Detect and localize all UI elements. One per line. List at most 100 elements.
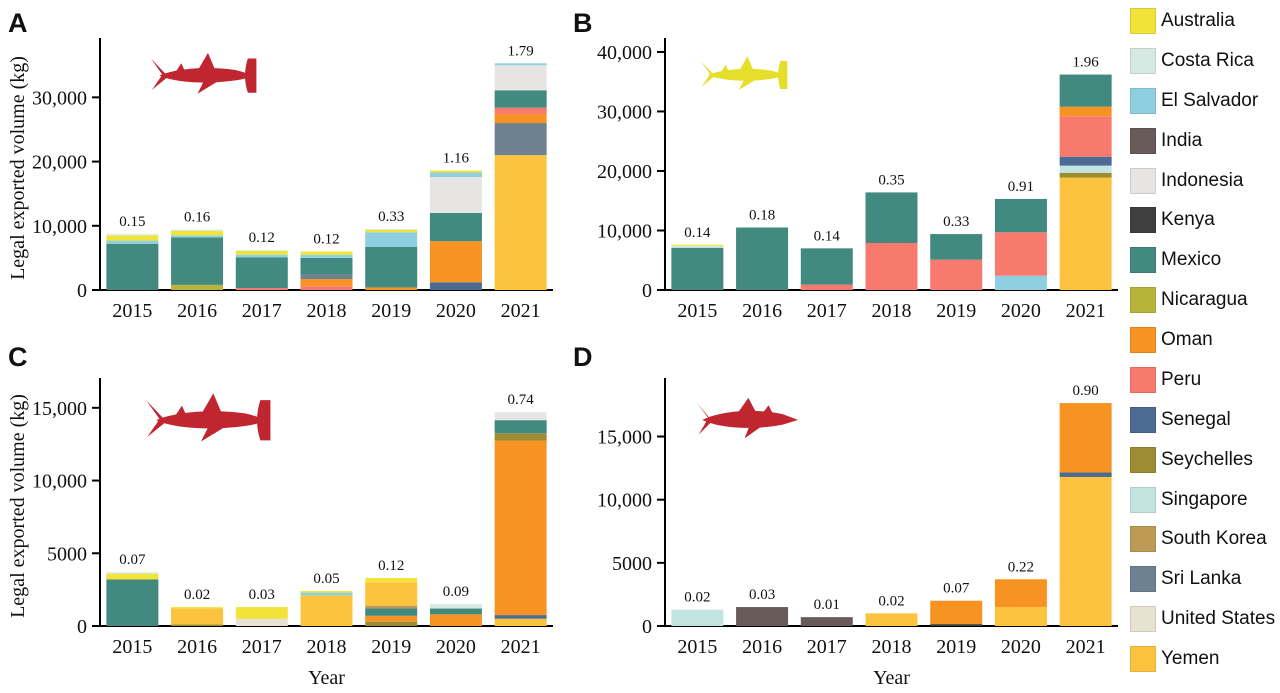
x-axis-title: Year [308,667,345,688]
legend-item-el-salvador: El Salvador [1130,87,1278,114]
bar-segment-yemen [171,608,224,625]
bar-segment-el-salvador [994,275,1047,290]
x-tick-label: 2019 [371,300,411,322]
bar-segment-oman [494,440,547,616]
bar-segment-mexico [800,248,853,285]
x-tick-label: 2018 [872,300,912,322]
legend: Australia Costa Rica El Salvador India Indon… [1130,0,1280,688]
y-tick-label: 15,000 [32,398,87,420]
x-tick-label: 2015 [112,300,152,322]
bar-segment-australia [171,230,224,236]
bar-segment-oman [930,600,983,625]
panel-c: C Legal exported volume (kg) 0 5000 10,000 15… [0,334,565,689]
bar-total-label: 0.12 [313,231,339,247]
y-tick-label: 30,000 [597,101,652,123]
legend-swatch-peru [1130,366,1156,393]
hammerhead-silhouette-icon [150,52,257,94]
bar-total-label: 0.09 [443,584,469,600]
x-tick-label: 2018 [307,636,347,658]
bar-segment-yemen [865,613,918,626]
bar-segment-mexico [494,90,547,108]
legend-swatch-mexico [1130,247,1156,274]
bar-segment-indonesia [429,176,482,213]
bar-segment-mexico [106,243,159,290]
bar-segment-senegal [429,282,482,290]
charts-grid: A Legal exported volume (kg) 0 10,000 20,000… [0,0,1130,689]
legend-swatch-costa-rica [1130,47,1156,74]
bar-segment-south-korea [365,605,418,609]
bar-segment-united-states [235,618,288,626]
legend-label-senegal: Senegal [1161,408,1231,430]
bar-segment-peru [994,232,1047,276]
legend-swatch-nicaragua [1130,287,1156,314]
bar-segment-australia [300,591,353,593]
bar-segment-mexico [865,192,918,243]
bar-total-label: 0.33 [943,214,969,230]
legend-item-south-korea: South Korea [1130,526,1278,553]
x-tick-label: 2019 [936,300,976,322]
bar-segment-australia [365,229,418,233]
panel-letter-a: A [8,8,28,38]
bar-segment-oman [994,579,1047,608]
bar-total-label: 0.18 [749,208,775,224]
legend-swatch-india [1130,127,1156,154]
legend-swatch-oman [1130,327,1156,353]
bar-segment-oman [429,614,482,626]
bar-segment-indonesia [494,412,547,421]
legend-label-kenya: Kenya [1161,209,1215,231]
bar-segment-yemen [494,155,547,290]
bar-total-label: 0.14 [684,225,711,241]
legend-swatch-senegal [1130,406,1156,433]
panel-letter-c: C [8,342,28,372]
bar-segment-nicaragua [171,284,224,290]
bar-total-label: 0.14 [814,228,841,244]
bar-segment-senegal [1059,156,1112,166]
panel-d-chart: D 0 5000 10,000 15,000 0.02 2015 0.03 2016 0.01 20… [573,342,1118,689]
x-tick-label: 2017 [807,636,847,658]
bar-segment-mexico [671,247,724,290]
bar-segment-seychelles [171,624,224,626]
panel-letter-b: B [573,8,593,38]
legend-label-peru: Peru [1161,368,1202,390]
bar-total-label: 0.74 [508,392,535,408]
bar-segment-indonesia [494,65,547,91]
bar-segment-el-salvador [106,240,159,244]
bar-total-label: 0.16 [184,210,211,226]
bar-segment-mexico [300,257,353,275]
bar-segment-costa-rica [106,572,159,574]
bar-total-label: 0.02 [684,590,710,606]
bar-segment-oman [365,287,418,290]
panel-b: B 0 10,000 20,000 30,000 40,000 0.14 2015 0.18 20… [565,0,1130,334]
bar-segment-peru [300,286,353,290]
bar-segment-australia [365,578,418,583]
y-tick-label: 5000 [47,543,87,565]
x-tick-label: 2015 [677,300,717,322]
bar-total-label: 0.07 [943,581,970,597]
bar-segment-peru [930,259,983,290]
bar-segment-australia [300,251,353,255]
panel-c-chart: C Legal exported volume (kg) 0 5000 10,000 15… [7,342,553,689]
y-tick-label: 0 [642,280,652,302]
bar-total-label: 1.16 [443,151,470,167]
bar-segment-mexico [365,608,418,616]
legend-swatch-indonesia [1130,167,1156,194]
bar-segment-el-salvador [494,63,547,66]
bar-segment-peru [800,284,853,290]
x-tick-label: 2015 [112,636,152,658]
bar-total-label: 1.96 [1073,55,1100,71]
bar-total-label: 0.05 [313,571,339,587]
x-tick-label: 2019 [371,636,411,658]
x-tick-label: 2020 [1001,300,1041,322]
bar-segment-india [800,617,853,626]
legend-item-yemen: Yemen [1130,646,1278,672]
bar-segment-seychelles [494,433,547,441]
legend-item-indonesia: Indonesia [1130,167,1278,194]
y-tick-label: 0 [642,616,652,638]
legend-item-sri-lanka: Sri Lanka [1130,566,1278,593]
bar-segment-mexico [365,246,418,288]
bar-total-label: 1.79 [508,43,534,59]
y-tick-label: 15,000 [597,427,652,449]
x-axis-title: Year [873,667,910,688]
bar-total-label: 0.01 [814,597,840,613]
y-tick-label: 20,000 [597,161,652,183]
